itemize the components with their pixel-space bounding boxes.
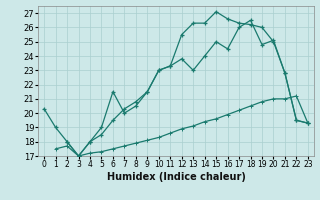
X-axis label: Humidex (Indice chaleur): Humidex (Indice chaleur) — [107, 172, 245, 182]
